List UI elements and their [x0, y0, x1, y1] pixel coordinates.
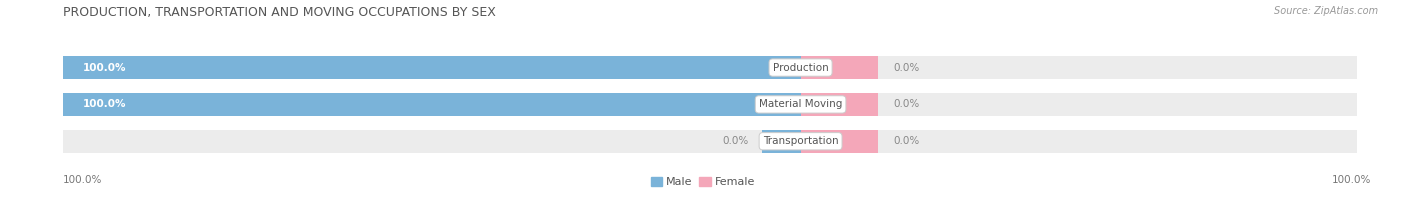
- Bar: [800, 130, 879, 153]
- Text: PRODUCTION, TRANSPORTATION AND MOVING OCCUPATIONS BY SEX: PRODUCTION, TRANSPORTATION AND MOVING OC…: [63, 6, 496, 19]
- Bar: [63, 93, 1357, 116]
- Text: Transportation: Transportation: [763, 136, 838, 146]
- Bar: [762, 130, 800, 153]
- Text: Production: Production: [773, 63, 828, 72]
- Text: 100.0%: 100.0%: [63, 175, 103, 185]
- Text: 0.0%: 0.0%: [894, 99, 920, 109]
- Text: Material Moving: Material Moving: [759, 99, 842, 109]
- Bar: [63, 56, 800, 79]
- Bar: [800, 56, 879, 79]
- Text: Source: ZipAtlas.com: Source: ZipAtlas.com: [1274, 6, 1378, 16]
- Text: 0.0%: 0.0%: [894, 63, 920, 72]
- Bar: [63, 56, 1357, 79]
- Text: 0.0%: 0.0%: [723, 136, 749, 146]
- Bar: [63, 93, 800, 116]
- Text: 100.0%: 100.0%: [83, 99, 127, 109]
- Bar: [63, 130, 1357, 153]
- Legend: Male, Female: Male, Female: [647, 172, 759, 191]
- Text: 100.0%: 100.0%: [1331, 175, 1371, 185]
- Text: 0.0%: 0.0%: [894, 136, 920, 146]
- Text: 100.0%: 100.0%: [83, 63, 127, 72]
- Bar: [800, 93, 879, 116]
